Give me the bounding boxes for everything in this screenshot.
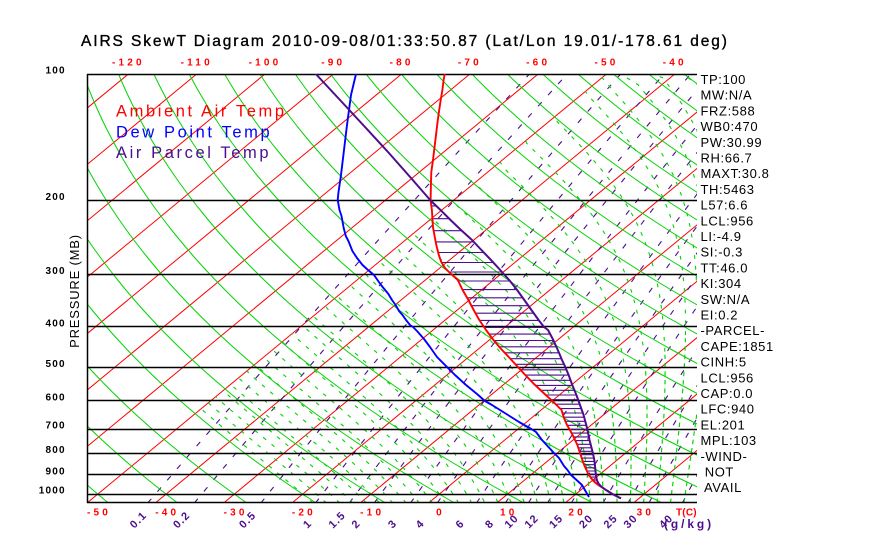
svg-text:-PARCEL-: -PARCEL- — [701, 323, 766, 338]
svg-text:MPL:103: MPL:103 — [701, 433, 757, 448]
svg-text:MAXT:30.8: MAXT:30.8 — [701, 166, 770, 181]
svg-text:-50: -50 — [87, 508, 111, 519]
svg-text:600: 600 — [46, 392, 66, 403]
svg-text:800: 800 — [46, 445, 66, 456]
svg-text:-110: -110 — [181, 58, 213, 69]
svg-text:-10: -10 — [360, 508, 384, 519]
svg-text:TT:46.0: TT:46.0 — [701, 260, 749, 275]
svg-text:-WIND-: -WIND- — [701, 449, 748, 464]
svg-text:Air Parcel Temp: Air Parcel Temp — [116, 144, 271, 162]
svg-text:EL:201: EL:201 — [701, 417, 746, 432]
svg-text:700: 700 — [46, 421, 66, 432]
svg-text:CINH:5: CINH:5 — [701, 355, 747, 370]
svg-text:0: 0 — [436, 508, 445, 519]
svg-text:SW:N/A: SW:N/A — [701, 292, 751, 307]
svg-text:-40: -40 — [155, 508, 179, 519]
svg-text:KI:304: KI:304 — [701, 276, 742, 291]
svg-text:100: 100 — [46, 66, 66, 77]
svg-text:AVAIL: AVAIL — [701, 480, 742, 495]
svg-text:EI:0.2: EI:0.2 — [701, 308, 739, 323]
svg-text:T(C): T(C) — [676, 508, 697, 519]
svg-text:1000: 1000 — [39, 486, 66, 497]
svg-text:-30: -30 — [224, 508, 248, 519]
svg-text:Dew Point Temp: Dew Point Temp — [116, 123, 272, 141]
svg-text:-100: -100 — [249, 58, 282, 69]
svg-text:RH:66.7: RH:66.7 — [701, 151, 753, 166]
svg-text:AIRS SkewT Diagram 2010-09-08/: AIRS SkewT Diagram 2010-09-08/01:33:50.8… — [81, 33, 729, 50]
svg-text:500: 500 — [46, 359, 66, 370]
svg-text:-50: -50 — [594, 58, 618, 69]
svg-text:400: 400 — [46, 318, 66, 329]
svg-text:-120: -120 — [112, 58, 145, 69]
svg-text:SI:-0.3: SI:-0.3 — [701, 245, 744, 260]
svg-text:-20: -20 — [292, 508, 316, 519]
svg-text:-70: -70 — [458, 58, 482, 69]
svg-text:TH:5463: TH:5463 — [701, 182, 755, 197]
svg-text:LFC:940: LFC:940 — [701, 402, 755, 417]
svg-text:TP:100: TP:100 — [701, 72, 747, 87]
svg-text:(g/kg): (g/kg) — [664, 517, 714, 531]
svg-text:MW:N/A: MW:N/A — [701, 88, 753, 103]
svg-text:FRZ:588: FRZ:588 — [701, 103, 756, 118]
svg-text:900: 900 — [46, 466, 66, 477]
svg-text:CAPE:1851: CAPE:1851 — [701, 339, 774, 354]
svg-text:LI:-4.9: LI:-4.9 — [701, 229, 742, 244]
svg-text:CAP:0.0: CAP:0.0 — [701, 386, 754, 401]
svg-text:10: 10 — [500, 508, 518, 519]
svg-text:30: 30 — [637, 508, 655, 519]
svg-text:-80: -80 — [390, 58, 414, 69]
svg-text:-90: -90 — [321, 58, 345, 69]
svg-text:Ambient Air Temp: Ambient Air Temp — [116, 103, 287, 121]
svg-text:PRESSURE (MB): PRESSURE (MB) — [67, 234, 82, 348]
svg-text:300: 300 — [46, 266, 66, 277]
svg-text:PW:30.99: PW:30.99 — [701, 135, 763, 150]
svg-text:20: 20 — [568, 508, 586, 519]
svg-text:-60: -60 — [526, 58, 550, 69]
svg-text:L57:6.6: L57:6.6 — [701, 198, 749, 213]
svg-text:-40: -40 — [663, 58, 687, 69]
svg-text:NOT: NOT — [701, 465, 734, 480]
svg-text:LCL:956: LCL:956 — [701, 370, 754, 385]
svg-text:LCL:956: LCL:956 — [701, 213, 754, 228]
svg-text:200: 200 — [46, 192, 66, 203]
svg-text:WB0:470: WB0:470 — [701, 119, 759, 134]
